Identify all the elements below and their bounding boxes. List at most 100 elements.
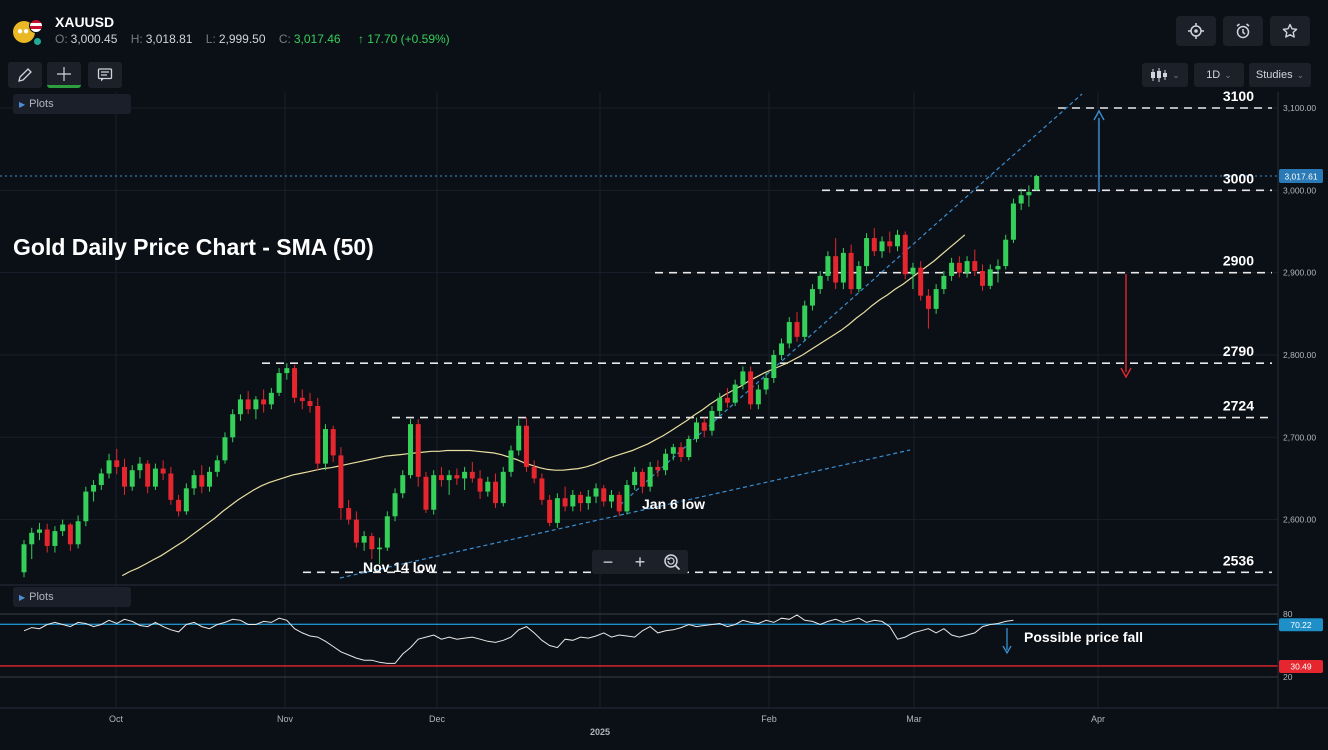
candle-body xyxy=(670,447,676,454)
live-status-dot xyxy=(33,37,42,46)
candle-body xyxy=(253,399,259,410)
candle-body xyxy=(601,488,607,502)
high-label: H: xyxy=(130,32,143,46)
candle-body xyxy=(856,266,862,290)
candle-body xyxy=(346,508,352,520)
rsi-lower-tag xyxy=(1279,659,1323,673)
candle-body xyxy=(686,438,692,458)
y-tick-label: 3,100.00 xyxy=(1283,103,1316,113)
axes-layer: Oct Nov Dec 2025 Feb Mar Apr 3,100.00 3,000.00 2,… xyxy=(0,92,1328,737)
annotation-jan6: Jan 6 low xyxy=(642,496,705,512)
candle-body xyxy=(369,536,375,550)
candle-body xyxy=(717,397,723,411)
plots-toggle-main[interactable]: ▶ Plots xyxy=(13,94,131,114)
candle-body xyxy=(129,470,135,487)
candle-body xyxy=(245,399,251,410)
candle-body xyxy=(207,471,213,487)
candle-body xyxy=(887,241,893,247)
candle-body xyxy=(632,471,638,486)
candle-body xyxy=(1018,195,1024,204)
rsi-upper-label: 70.22 xyxy=(1290,620,1312,630)
comment-icon xyxy=(97,68,113,82)
candle-body xyxy=(570,494,576,507)
candle-body xyxy=(578,494,584,504)
candle-body xyxy=(160,468,166,474)
rsi-layer xyxy=(0,613,1278,678)
candle-body xyxy=(995,266,1001,270)
candle-body xyxy=(678,447,684,458)
candle-body xyxy=(176,499,182,512)
candle-body xyxy=(377,547,383,550)
candle-body xyxy=(454,475,460,479)
candle-body xyxy=(423,476,429,510)
candle-body xyxy=(52,531,58,546)
low-label: L: xyxy=(205,32,216,46)
comment-tool-button[interactable] xyxy=(88,62,122,88)
zoom-reset-button[interactable] xyxy=(656,550,688,574)
candle-body xyxy=(647,466,653,487)
rsi-line xyxy=(23,614,1014,664)
zoom-out-button[interactable]: − xyxy=(602,552,614,572)
level-label: 2790 xyxy=(1223,343,1254,359)
crosshair-tool-button[interactable] xyxy=(47,62,81,88)
annotation-possible-fall: Possible price fall xyxy=(1024,629,1143,645)
draw-tool-button[interactable] xyxy=(8,62,42,88)
candle-body xyxy=(83,491,89,522)
candle-body xyxy=(268,392,274,405)
candle-body xyxy=(616,494,622,512)
symbol-ticker[interactable]: XAUUSD xyxy=(55,14,115,30)
favorite-button[interactable] xyxy=(1270,16,1310,46)
candle-body xyxy=(106,460,112,474)
upper-trendline xyxy=(619,93,1083,506)
chevron-down-icon: ⌄ xyxy=(1172,69,1180,80)
zoom-reset-icon xyxy=(664,554,681,571)
down-arrow-head xyxy=(1120,367,1132,379)
candle-body xyxy=(137,463,143,471)
candle-body xyxy=(477,478,483,492)
zoom-in-button[interactable]: + xyxy=(634,552,646,572)
candle-body xyxy=(910,267,916,275)
candle-body xyxy=(191,475,197,489)
crosshair-icon xyxy=(57,66,71,81)
candle-body xyxy=(809,289,815,306)
target-button[interactable] xyxy=(1176,16,1216,46)
candle-body xyxy=(709,410,715,431)
candle-body xyxy=(554,498,560,523)
candle-body xyxy=(740,371,746,385)
drawing-toolbar: ⌄ 1D ⌄ Studies ⌄ xyxy=(0,60,1328,92)
x-tick-label: Oct xyxy=(109,714,124,724)
interval-dropdown[interactable]: 1D ⌄ xyxy=(1194,63,1244,87)
candle-body xyxy=(879,241,885,252)
candle-body xyxy=(29,532,35,545)
chart-type-dropdown[interactable]: ⌄ xyxy=(1142,63,1188,87)
candle-body xyxy=(469,471,475,479)
candle-body xyxy=(276,373,282,393)
candle-body xyxy=(183,488,189,512)
rsi-down-arrow-head xyxy=(1002,645,1012,655)
candle-body xyxy=(802,305,808,337)
rsi-lower-label: 30.49 xyxy=(1290,661,1312,671)
high-value: 3,018.81 xyxy=(145,32,193,46)
candle-body xyxy=(500,471,506,504)
candle-body xyxy=(894,234,900,247)
candles-icon xyxy=(1151,68,1168,82)
chevron-down-icon: ⌄ xyxy=(1224,69,1232,80)
us-flag-icon xyxy=(29,19,43,33)
zoom-controls: − + xyxy=(592,550,688,574)
y-tick-label: 2,700.00 xyxy=(1283,432,1316,442)
alarm-button[interactable] xyxy=(1223,16,1263,46)
candle-body xyxy=(918,267,924,296)
studies-dropdown[interactable]: Studies ⌄ xyxy=(1249,63,1311,87)
open-label: O: xyxy=(55,32,68,46)
candle-body xyxy=(75,521,81,545)
candle-body xyxy=(933,289,939,309)
y-tick-label: 2,600.00 xyxy=(1283,515,1316,525)
plots-toggle-rsi[interactable]: ▶ Plots xyxy=(13,587,131,607)
candle-body xyxy=(299,397,305,402)
candle-body xyxy=(663,453,669,471)
studies-label: Studies xyxy=(1255,69,1293,81)
candle-body xyxy=(60,524,66,532)
candle-body xyxy=(230,414,236,438)
label-layer: 3100 3000 2900 2790 2724 2536 Gold Daily Price… xyxy=(13,88,1254,645)
